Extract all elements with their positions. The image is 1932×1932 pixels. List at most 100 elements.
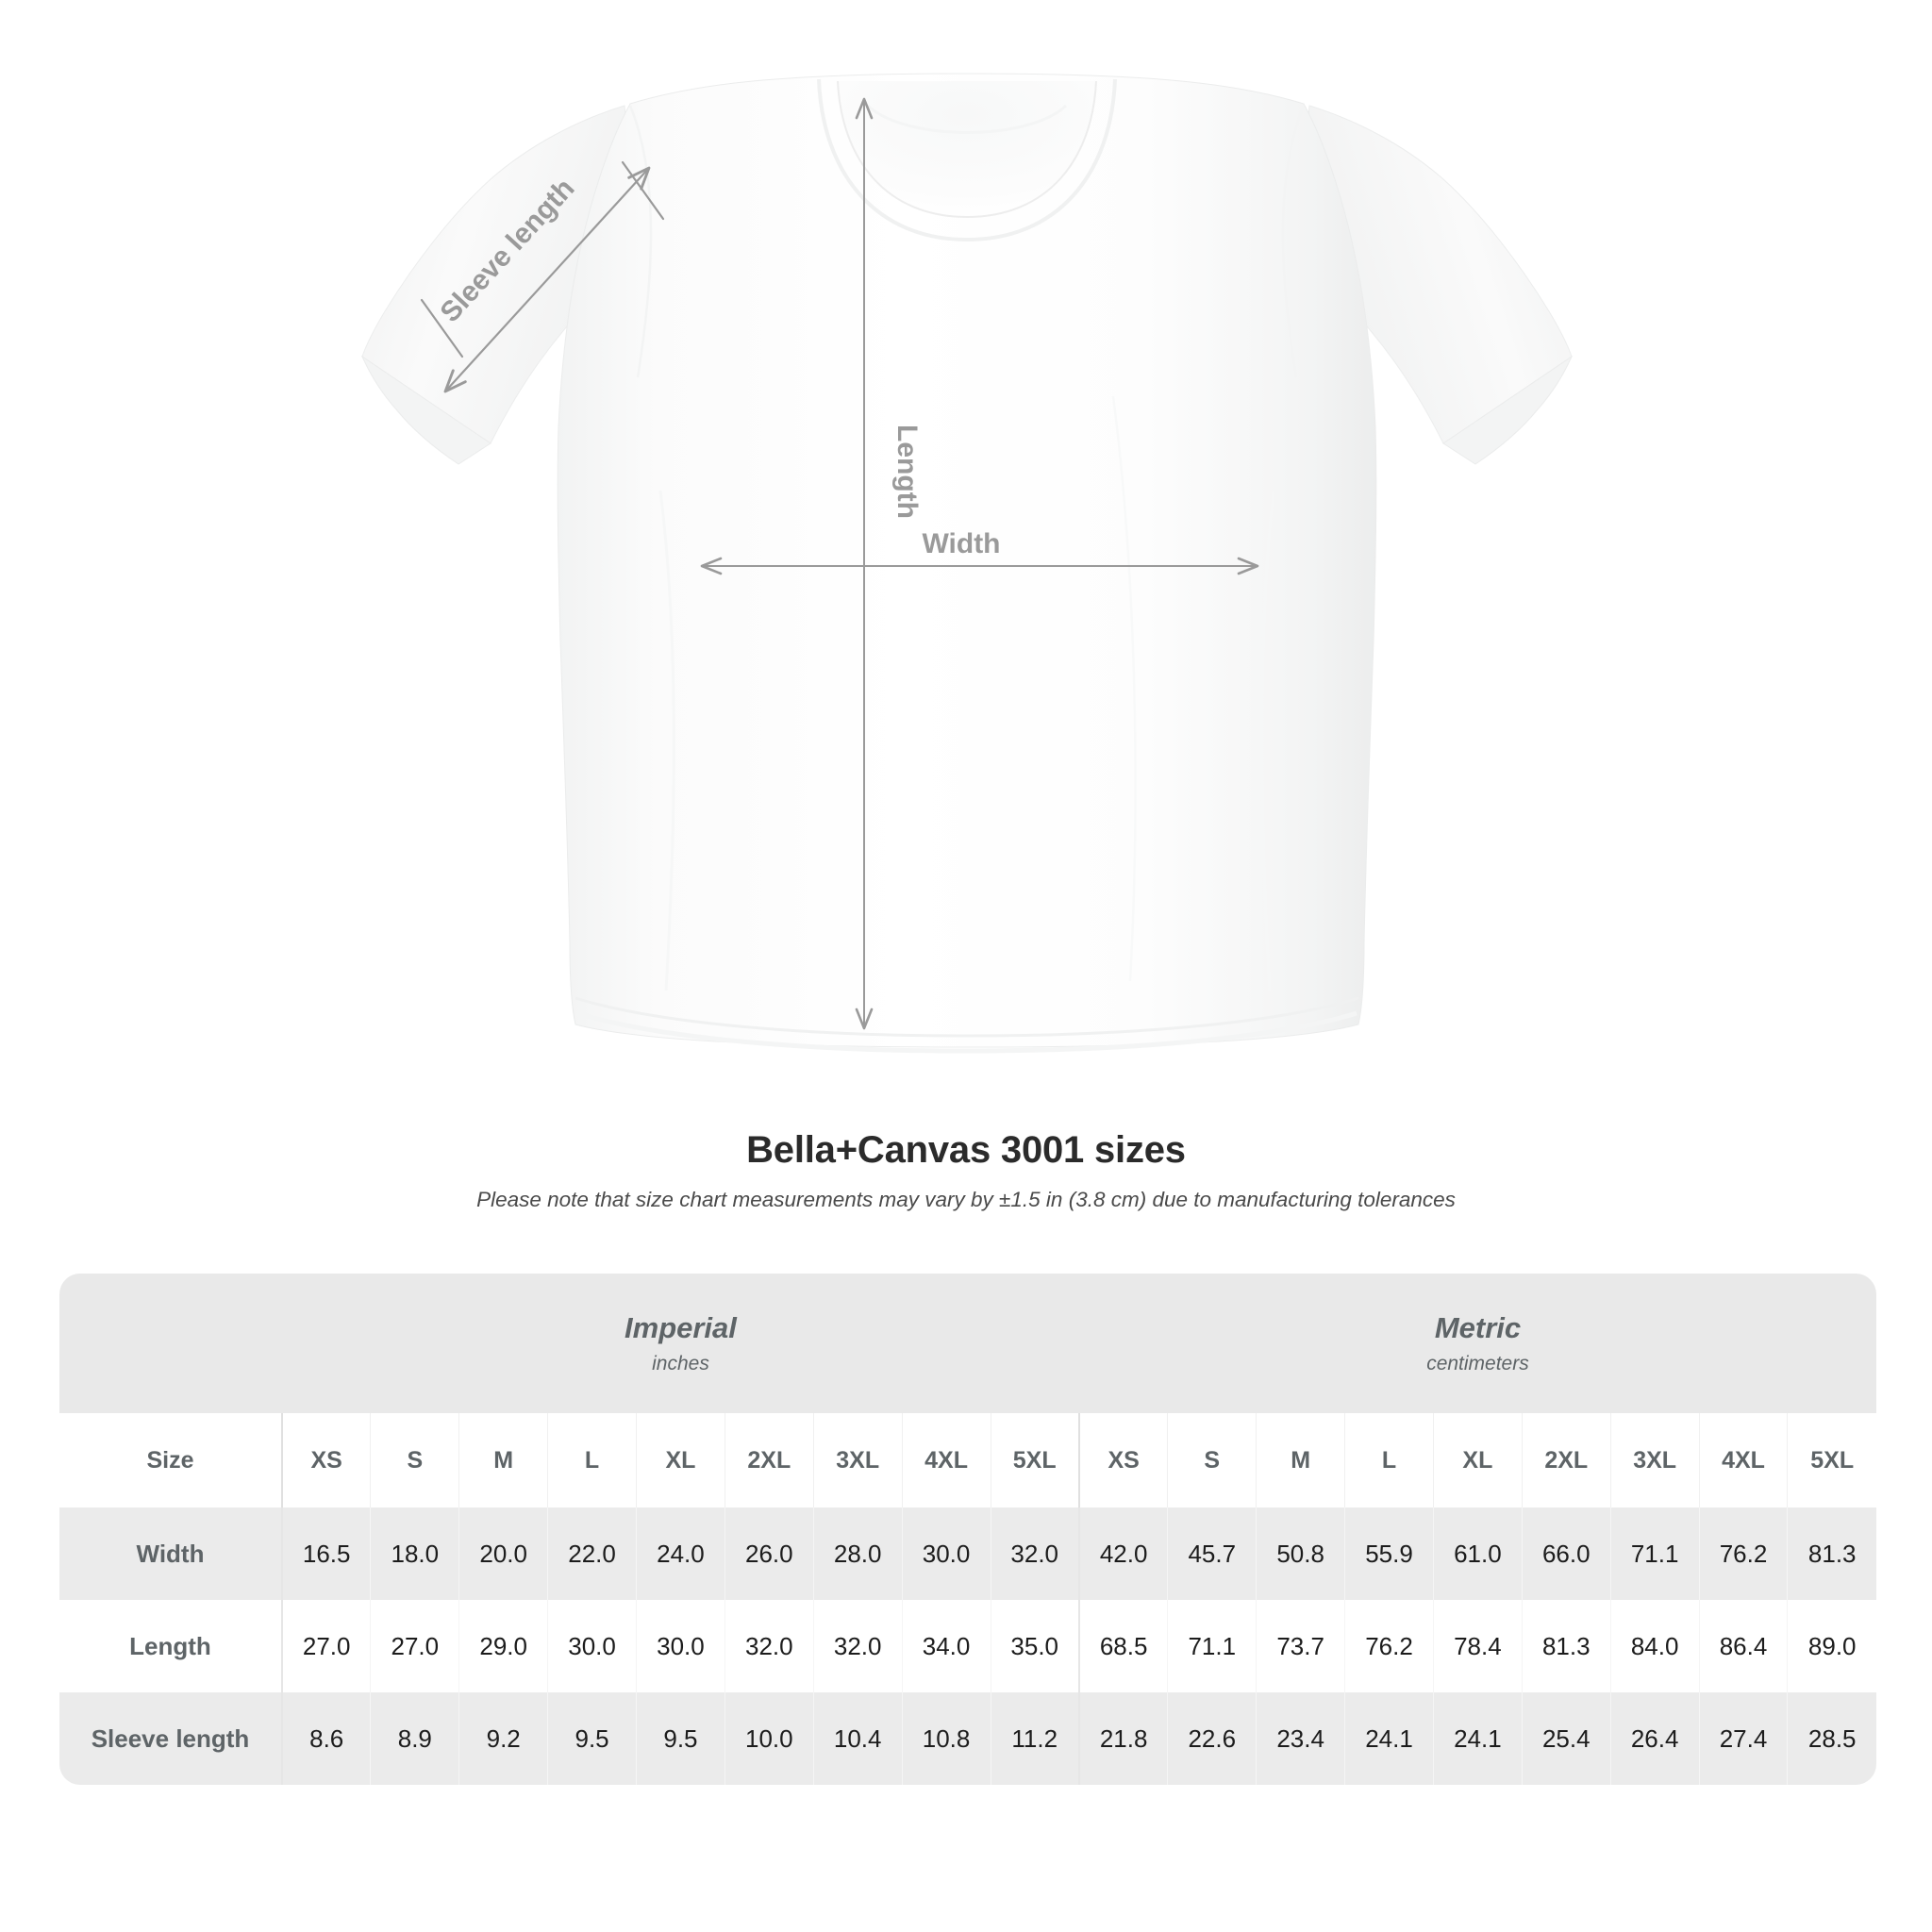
- cell-width-metric-s: 45.7: [1167, 1507, 1257, 1600]
- cell-sleeve-length-imperial-xl: 9.5: [636, 1692, 725, 1785]
- width-label: Width: [922, 528, 1000, 559]
- cell-sleeve-length-imperial-l: 9.5: [547, 1692, 637, 1785]
- tshirt-illustration: Sleeve length Length Width: [360, 73, 1574, 1054]
- cell-sleeve-length-imperial-xs: 8.6: [281, 1692, 371, 1785]
- cell-width-imperial-m: 20.0: [458, 1507, 548, 1600]
- unit-system-name: Metric: [1434, 1310, 1522, 1344]
- table-corner-cell: [59, 1274, 282, 1413]
- size-header-metric-xl: XL: [1432, 1413, 1523, 1507]
- tshirt-fold-3: [1111, 395, 1137, 982]
- cell-length-imperial-xl: 30.0: [636, 1600, 725, 1692]
- measurement-row-label-length: Length: [59, 1600, 282, 1692]
- cell-sleeve-length-metric-5xl: 28.5: [1787, 1692, 1876, 1785]
- cell-sleeve-length-metric-4xl: 27.4: [1698, 1692, 1788, 1785]
- cell-sleeve-length-metric-xs: 21.8: [1077, 1692, 1168, 1785]
- size-header-imperial-m: M: [458, 1413, 548, 1507]
- cell-width-metric-5xl: 81.3: [1787, 1507, 1876, 1600]
- size-header-metric-xs: XS: [1077, 1413, 1168, 1507]
- tshirt-back-neck-line: [866, 104, 1068, 134]
- cell-length-imperial-l: 30.0: [547, 1600, 637, 1692]
- cell-width-metric-xl: 61.0: [1432, 1507, 1523, 1600]
- page-title: Bella+Canvas 3001 sizes: [746, 1129, 1186, 1171]
- size-header-imperial-5xl: 5XL: [990, 1413, 1079, 1507]
- tshirt-fold-1: [658, 490, 675, 991]
- cell-width-metric-l: 55.9: [1344, 1507, 1434, 1600]
- size-column-header: Size: [59, 1413, 282, 1507]
- unit-system-name: Imperial: [625, 1310, 737, 1344]
- sleeve-length-dimension: [420, 160, 665, 393]
- cell-width-imperial-l: 22.0: [547, 1507, 637, 1600]
- cell-length-metric-3xl: 84.0: [1609, 1600, 1700, 1692]
- cell-length-imperial-s: 27.0: [370, 1600, 459, 1692]
- sleeve-length-arrow: [443, 166, 651, 393]
- cell-width-metric-4xl: 76.2: [1698, 1507, 1788, 1600]
- size-header-metric-s: S: [1167, 1413, 1257, 1507]
- measurement-row-label-width: Width: [59, 1507, 282, 1600]
- cell-sleeve-length-metric-xl: 24.1: [1432, 1692, 1523, 1785]
- size-header-imperial-xs: XS: [281, 1413, 371, 1507]
- tshirt-left-cuff: [360, 355, 491, 465]
- cell-length-imperial-2xl: 32.0: [724, 1600, 814, 1692]
- cell-width-metric-2xl: 66.0: [1521, 1507, 1611, 1600]
- unit-system-unit: centimeters: [1426, 1353, 1529, 1375]
- cell-length-metric-2xl: 81.3: [1521, 1600, 1611, 1692]
- cell-width-imperial-s: 18.0: [370, 1507, 459, 1600]
- cell-length-imperial-xs: 27.0: [281, 1600, 371, 1692]
- cell-width-imperial-3xl: 28.0: [812, 1507, 903, 1600]
- cell-width-imperial-4xl: 30.0: [901, 1507, 991, 1600]
- table-row: Sleeve length 8.6 8.9 9.2 9.5 9.5 10.0 10.4 10.8…: [59, 1692, 1876, 1785]
- cell-sleeve-length-imperial-s: 8.9: [370, 1692, 459, 1785]
- cell-length-metric-xs: 68.5: [1077, 1600, 1168, 1692]
- cell-sleeve-length-imperial-3xl: 10.4: [812, 1692, 903, 1785]
- size-header-imperial-s: S: [370, 1413, 459, 1507]
- tshirt-hem-shadow: [576, 1010, 1357, 1054]
- tshirt-neckline-outer: [837, 80, 1097, 219]
- table-row: Length 27.0 27.0 29.0 30.0 30.0 32.0 32.0 34.0 35…: [59, 1600, 1876, 1692]
- cell-width-metric-3xl: 71.1: [1609, 1507, 1700, 1600]
- cell-width-imperial-5xl: 32.0: [990, 1507, 1079, 1600]
- cell-length-imperial-5xl: 35.0: [990, 1600, 1079, 1692]
- length-label: Length: [891, 425, 923, 519]
- tshirt-right-cuff: [1442, 355, 1574, 465]
- cell-sleeve-length-metric-2xl: 25.4: [1521, 1692, 1611, 1785]
- cell-sleeve-length-metric-3xl: 26.4: [1609, 1692, 1700, 1785]
- cell-length-metric-5xl: 89.0: [1787, 1600, 1876, 1692]
- cell-length-imperial-m: 29.0: [458, 1600, 548, 1692]
- size-header-row: Size XS S M L XL 2XL 3XL 4XL 5XL XS S M L XL 2XL 3XL 4XL 5…: [59, 1413, 1876, 1507]
- cell-sleeve-length-metric-s: 22.6: [1167, 1692, 1257, 1785]
- cell-sleeve-length-imperial-5xl: 11.2: [990, 1692, 1079, 1785]
- cell-sleeve-length-imperial-m: 9.2: [458, 1692, 548, 1785]
- unit-system-unit: inches: [652, 1353, 709, 1375]
- size-table: Imperial inches Metric centimeters Size XS S M L…: [59, 1274, 1876, 1785]
- size-header-imperial-xl: XL: [636, 1413, 725, 1507]
- cell-length-metric-l: 76.2: [1344, 1600, 1434, 1692]
- cell-sleeve-length-metric-l: 24.1: [1344, 1692, 1434, 1785]
- unit-system-header-row: Imperial inches Metric centimeters: [59, 1274, 1876, 1413]
- size-chart-table: Imperial inches Metric centimeters Size XS S M L…: [59, 1274, 1876, 1785]
- cell-sleeve-length-imperial-4xl: 10.8: [901, 1692, 991, 1785]
- title-block: Bella+Canvas 3001 sizes Please note that…: [0, 1127, 1932, 1213]
- size-header-imperial-l: L: [547, 1413, 637, 1507]
- size-header-metric-2xl: 2XL: [1521, 1413, 1611, 1507]
- page-subtitle: Please note that size chart measurements…: [476, 1188, 1456, 1211]
- tshirt-hem: [575, 996, 1359, 1038]
- size-header-imperial-3xl: 3XL: [812, 1413, 903, 1507]
- cell-length-metric-4xl: 86.4: [1698, 1600, 1788, 1692]
- measurement-row-label-sleeve-length: Sleeve length: [59, 1692, 282, 1785]
- size-header-imperial-4xl: 4XL: [901, 1413, 991, 1507]
- cell-width-metric-xs: 42.0: [1077, 1507, 1168, 1600]
- cell-length-metric-xl: 78.4: [1432, 1600, 1523, 1692]
- tshirt-fold-2: [1260, 490, 1275, 991]
- cell-width-metric-m: 50.8: [1256, 1507, 1345, 1600]
- size-header-metric-4xl: 4XL: [1698, 1413, 1788, 1507]
- cell-width-imperial-2xl: 26.0: [724, 1507, 814, 1600]
- size-header-metric-m: M: [1256, 1413, 1345, 1507]
- unit-system-header-imperial: Imperial inches: [282, 1274, 1079, 1413]
- cell-width-imperial-xs: 16.5: [281, 1507, 371, 1600]
- table-row: Width 16.5 18.0 20.0 22.0 24.0 26.0 28.0 30.0 32.…: [59, 1507, 1876, 1600]
- cell-length-metric-s: 71.1: [1167, 1600, 1257, 1692]
- cell-width-imperial-xl: 24.0: [636, 1507, 725, 1600]
- cell-length-imperial-4xl: 34.0: [901, 1600, 991, 1692]
- cell-sleeve-length-metric-m: 23.4: [1256, 1692, 1345, 1785]
- size-header-imperial-2xl: 2XL: [724, 1413, 814, 1507]
